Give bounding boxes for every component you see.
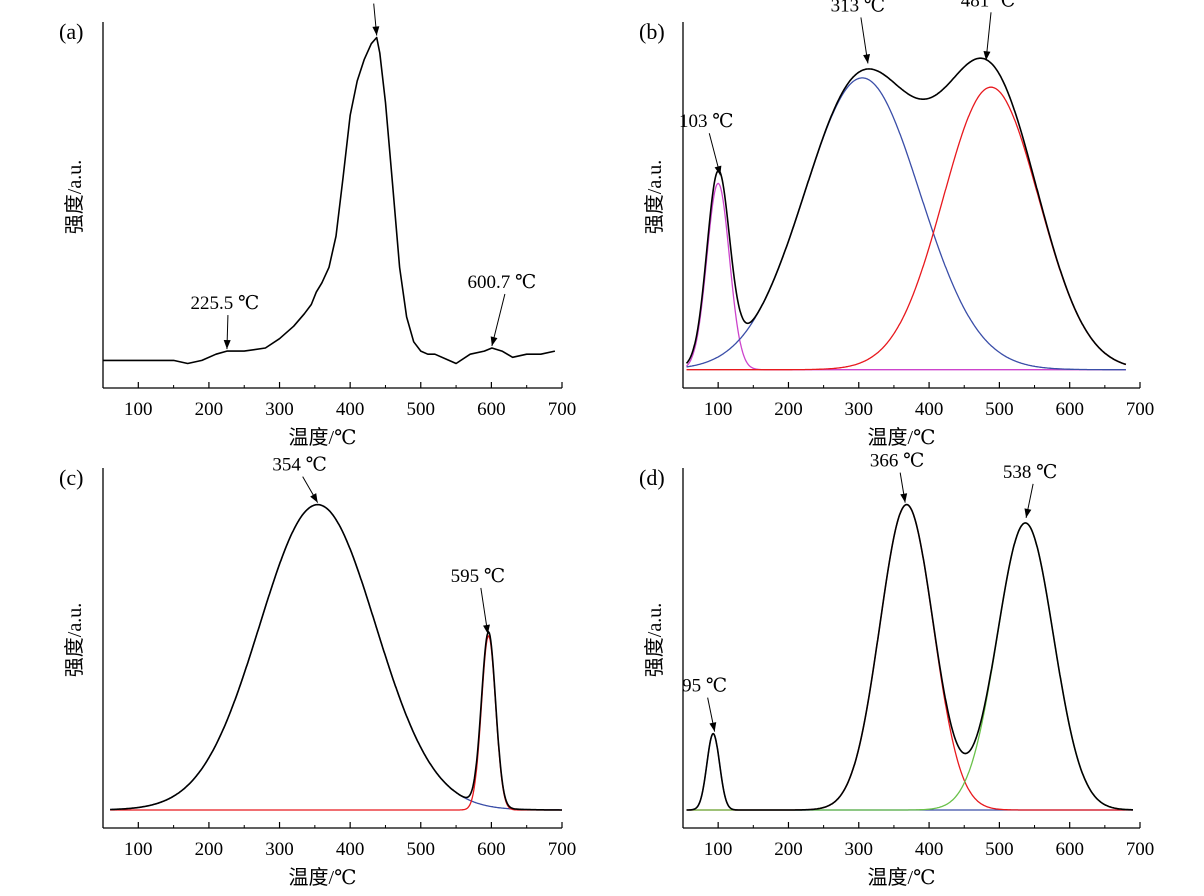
x-tick-label: 500 — [407, 399, 436, 420]
peak-annotation: 538 ℃ — [1003, 462, 1058, 483]
fit-component-3 — [686, 86, 1127, 371]
x-tick-label: 100 — [124, 399, 153, 420]
x-tick-label: 400 — [915, 399, 944, 420]
fit-envelope-line — [686, 503, 1133, 811]
x-tick-label: 700 — [548, 399, 577, 420]
x-tick-label: 300 — [845, 399, 874, 420]
peak-annotation: 437.6 ℃ — [336, 0, 405, 3]
panel-c: 100 200 300 400 500 600 700 温度/℃ 强度/a.u. (c) 354 ℃… — [59, 455, 576, 889]
fit-component-1 — [686, 732, 1133, 811]
panel-d: 100 200 300 400 500 600 700 温度/℃ 强度/a.u. (d) 95 ℃ 3… — [639, 451, 1154, 889]
x-axis-title: 温度/℃ — [289, 866, 357, 889]
annotation-arrowhead — [1024, 508, 1032, 518]
fit-component-3 — [686, 522, 1133, 811]
annotation-arrowhead — [223, 339, 231, 350]
x-tick-label: 200 — [774, 399, 803, 420]
x-axis-title: 温度/℃ — [868, 866, 936, 889]
annotation-arrowhead — [900, 493, 908, 503]
x-tick-label: 400 — [336, 399, 365, 420]
x-axis-title: 温度/℃ — [289, 426, 357, 449]
fit-envelope-line — [110, 503, 562, 811]
y-axis-title: 强度/a.u. — [643, 603, 666, 677]
peak-annotation: 366 ℃ — [870, 451, 925, 472]
annotation-arrowhead — [490, 336, 498, 346]
annotation-arrowhead — [372, 26, 380, 36]
y-axis-title: 强度/a.u. — [63, 603, 86, 677]
x-tick-label: 100 — [124, 839, 153, 860]
peak-annotation: 313 ℃ — [831, 0, 886, 16]
x-tick-label: 600 — [477, 399, 506, 420]
x-tick-label: 400 — [915, 839, 944, 860]
peak-annotation: 595 ℃ — [451, 566, 506, 587]
panel-b: 100 200 300 400 500 600 700 温度/℃ 强度/a.u. (b) 103 ℃… — [639, 0, 1154, 449]
peak-annotation: 481 ℃ — [961, 0, 1016, 11]
fit-component-1 — [686, 182, 1126, 371]
fit-component-1 — [110, 503, 562, 811]
panel-label: (a) — [59, 19, 83, 44]
x-tick-label: 500 — [407, 839, 436, 860]
x-tick-label: 500 — [985, 399, 1014, 420]
annotation-arrowhead — [983, 51, 991, 61]
annotation-arrowhead — [714, 165, 722, 176]
x-tick-label: 200 — [774, 839, 803, 860]
x-tick-label: 200 — [195, 839, 224, 860]
x-tick-label: 700 — [548, 839, 577, 860]
peak-annotation: 225.5 ℃ — [191, 293, 260, 314]
x-tick-label: 700 — [1126, 399, 1155, 420]
y-axis-title: 强度/a.u. — [63, 160, 86, 234]
panel-a: 100 200 300 400 500 600 700 温度/℃ 强度/a.u. (a) 225.5… — [59, 0, 576, 449]
x-tick-label: 300 — [265, 839, 294, 860]
x-tick-label: 600 — [1055, 399, 1084, 420]
x-tick-label: 100 — [704, 399, 733, 420]
annotation-arrowhead — [863, 54, 871, 64]
x-tick-label: 400 — [336, 839, 365, 860]
x-tick-label: 100 — [704, 839, 733, 860]
x-tick-label: 600 — [1055, 839, 1084, 860]
panel-label: (b) — [639, 19, 665, 44]
annotation-arrowhead — [310, 493, 318, 503]
panel-label: (d) — [639, 465, 665, 490]
fit-envelope-line — [685, 57, 1127, 366]
fit-component-2 — [686, 503, 1133, 811]
peak-annotation: 354 ℃ — [272, 455, 327, 476]
annotation-arrowhead — [483, 624, 490, 634]
annotation-arrowhead — [709, 722, 717, 732]
x-tick-label: 600 — [477, 839, 506, 860]
x-tick-label: 300 — [845, 839, 874, 860]
fit-component-2 — [686, 77, 1126, 371]
x-tick-label: 300 — [265, 399, 294, 420]
series-line — [103, 36, 556, 365]
fit-component-2 — [110, 634, 562, 811]
x-axis-title: 温度/℃ — [868, 426, 936, 449]
y-axis-title: 强度/a.u. — [643, 160, 666, 234]
panel-label: (c) — [59, 465, 83, 490]
peak-annotation: 600.7 ℃ — [467, 272, 536, 293]
peak-annotation: 95 ℃ — [682, 676, 727, 697]
peak-annotation: 103 ℃ — [679, 111, 734, 132]
x-tick-label: 500 — [985, 839, 1014, 860]
x-tick-label: 700 — [1126, 839, 1155, 860]
x-tick-label: 200 — [195, 399, 224, 420]
